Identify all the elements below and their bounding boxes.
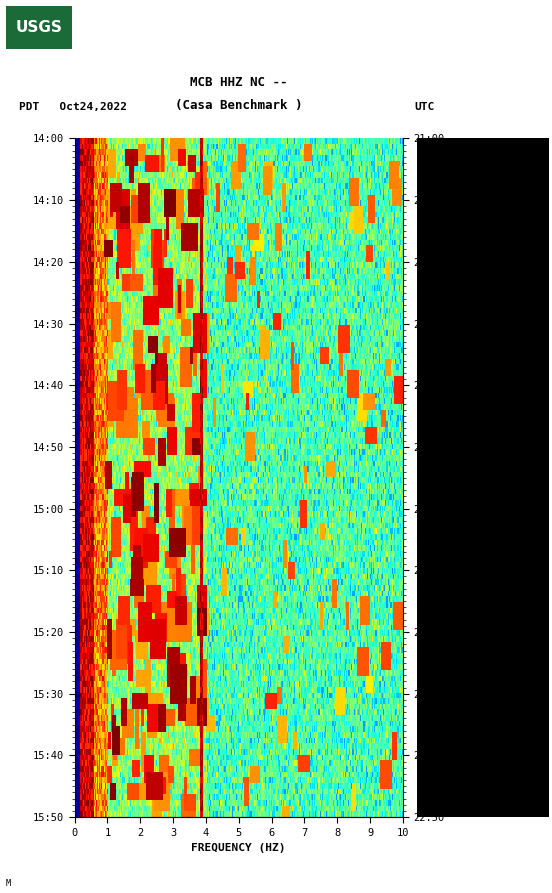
Text: (Casa Benchmark ): (Casa Benchmark )	[175, 98, 302, 112]
X-axis label: FREQUENCY (HZ): FREQUENCY (HZ)	[192, 843, 286, 853]
Text: USGS: USGS	[15, 21, 62, 35]
Text: UTC: UTC	[414, 102, 434, 112]
Text: M: M	[6, 879, 10, 888]
Text: PDT   Oct24,2022: PDT Oct24,2022	[19, 102, 128, 112]
Text: MCB HHZ NC --: MCB HHZ NC --	[190, 76, 288, 89]
